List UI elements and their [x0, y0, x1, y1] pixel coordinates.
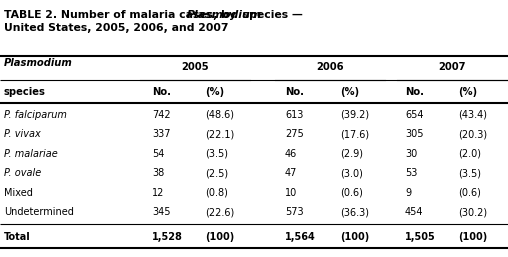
Text: (3.5): (3.5): [205, 149, 228, 159]
Text: (2.0): (2.0): [458, 149, 481, 159]
Text: 305: 305: [405, 129, 424, 139]
Text: 454: 454: [405, 207, 424, 217]
Text: (30.2): (30.2): [458, 207, 487, 217]
Text: species —: species —: [239, 10, 303, 20]
Text: 12: 12: [152, 188, 165, 198]
Text: United States, 2005, 2006, and 2007: United States, 2005, 2006, and 2007: [4, 23, 229, 33]
Text: (100): (100): [458, 232, 487, 242]
Text: 1,564: 1,564: [285, 232, 316, 242]
Text: (3.0): (3.0): [340, 168, 363, 178]
Text: (2.5): (2.5): [205, 168, 228, 178]
Text: 742: 742: [152, 110, 171, 120]
Text: 54: 54: [152, 149, 165, 159]
Text: 337: 337: [152, 129, 171, 139]
Text: 2005: 2005: [181, 62, 209, 72]
Text: Plasmodium: Plasmodium: [4, 58, 73, 68]
Text: (100): (100): [340, 232, 369, 242]
Text: 46: 46: [285, 149, 297, 159]
Text: 53: 53: [405, 168, 418, 178]
Text: 345: 345: [152, 207, 171, 217]
Text: (100): (100): [205, 232, 234, 242]
Text: 613: 613: [285, 110, 303, 120]
Text: No.: No.: [152, 87, 171, 97]
Text: 275: 275: [285, 129, 304, 139]
Text: species: species: [4, 87, 46, 97]
Text: (17.6): (17.6): [340, 129, 369, 139]
Text: (22.1): (22.1): [205, 129, 234, 139]
Text: (%): (%): [205, 87, 224, 97]
Text: 9: 9: [405, 188, 411, 198]
Text: (43.4): (43.4): [458, 110, 487, 120]
Text: (2.9): (2.9): [340, 149, 363, 159]
Text: 573: 573: [285, 207, 304, 217]
Text: 654: 654: [405, 110, 424, 120]
Text: (%): (%): [458, 87, 477, 97]
Text: Undetermined: Undetermined: [4, 207, 74, 217]
Text: P. malariae: P. malariae: [4, 149, 58, 159]
Text: Plasmodium: Plasmodium: [187, 10, 262, 20]
Text: 30: 30: [405, 149, 417, 159]
Text: Total: Total: [4, 232, 31, 242]
Text: (39.2): (39.2): [340, 110, 369, 120]
Text: 2006: 2006: [316, 62, 344, 72]
Text: No.: No.: [285, 87, 304, 97]
Text: (0.8): (0.8): [205, 188, 228, 198]
Text: 2007: 2007: [438, 62, 466, 72]
Text: 47: 47: [285, 168, 297, 178]
Text: (36.3): (36.3): [340, 207, 369, 217]
Text: (20.3): (20.3): [458, 129, 487, 139]
Text: No.: No.: [405, 87, 424, 97]
Text: P. vivax: P. vivax: [4, 129, 41, 139]
Text: (0.6): (0.6): [458, 188, 481, 198]
Text: P. falciparum: P. falciparum: [4, 110, 67, 120]
Text: (0.6): (0.6): [340, 188, 363, 198]
Text: (22.6): (22.6): [205, 207, 234, 217]
Text: (48.6): (48.6): [205, 110, 234, 120]
Text: Mixed: Mixed: [4, 188, 33, 198]
Text: 38: 38: [152, 168, 164, 178]
Text: 1,528: 1,528: [152, 232, 183, 242]
Text: (%): (%): [340, 87, 359, 97]
Text: TABLE 2. Number of malaria cases, by: TABLE 2. Number of malaria cases, by: [4, 10, 240, 20]
Text: P. ovale: P. ovale: [4, 168, 41, 178]
Text: 1,505: 1,505: [405, 232, 436, 242]
Text: 10: 10: [285, 188, 297, 198]
Text: (3.5): (3.5): [458, 168, 481, 178]
